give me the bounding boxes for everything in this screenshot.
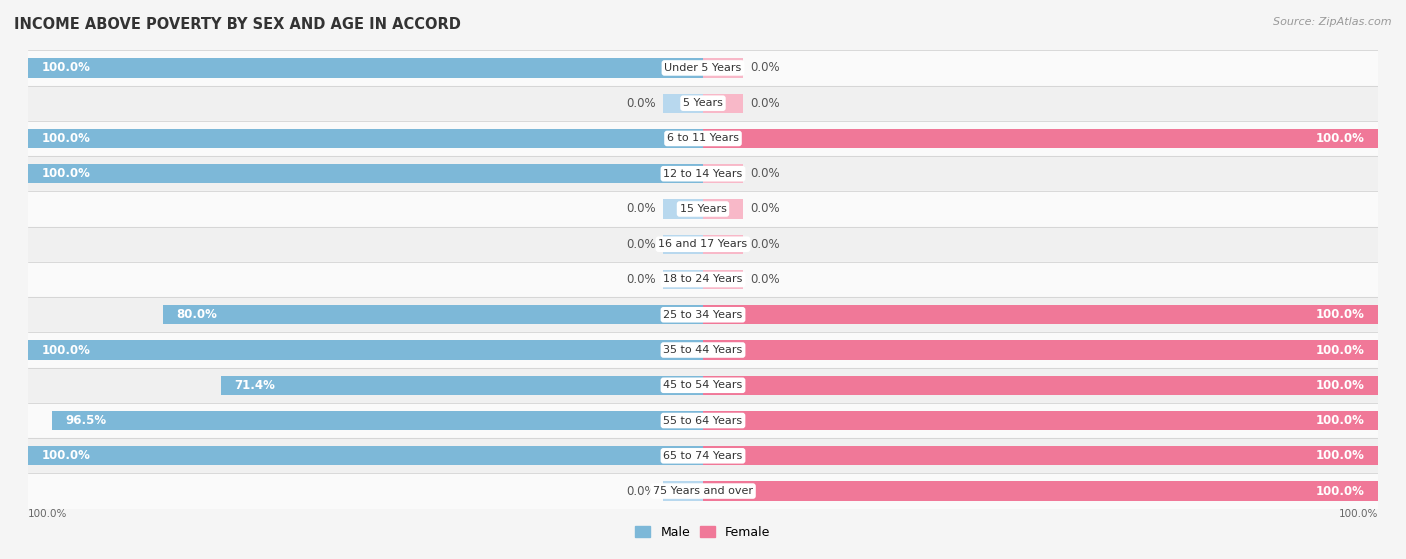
- Bar: [703, 305, 744, 324]
- Text: 0.0%: 0.0%: [626, 202, 655, 215]
- Bar: [703, 340, 1378, 360]
- Bar: [28, 333, 1378, 368]
- Bar: [28, 368, 1378, 403]
- Text: 100.0%: 100.0%: [1316, 308, 1364, 321]
- Text: 100.0%: 100.0%: [1339, 509, 1378, 519]
- Bar: [28, 58, 703, 78]
- Text: 0.0%: 0.0%: [751, 61, 780, 74]
- Text: 0.0%: 0.0%: [626, 273, 655, 286]
- Bar: [662, 305, 703, 324]
- Text: 100.0%: 100.0%: [1316, 379, 1364, 392]
- Text: 100.0%: 100.0%: [1316, 132, 1364, 145]
- Bar: [662, 199, 703, 219]
- Bar: [662, 481, 703, 501]
- Text: 0.0%: 0.0%: [626, 485, 655, 498]
- Text: 96.5%: 96.5%: [65, 414, 107, 427]
- Text: 0.0%: 0.0%: [751, 167, 780, 180]
- Bar: [703, 376, 1378, 395]
- Bar: [28, 164, 703, 183]
- Bar: [28, 403, 1378, 438]
- Bar: [703, 129, 1378, 148]
- Bar: [28, 297, 1378, 333]
- Bar: [703, 58, 744, 78]
- Text: 5 Years: 5 Years: [683, 98, 723, 108]
- Text: 100.0%: 100.0%: [1316, 344, 1364, 357]
- Text: 0.0%: 0.0%: [626, 97, 655, 110]
- Bar: [703, 446, 1378, 466]
- Bar: [703, 376, 744, 395]
- Bar: [662, 340, 703, 360]
- Text: 100.0%: 100.0%: [42, 344, 90, 357]
- Text: 0.0%: 0.0%: [751, 97, 780, 110]
- Text: 16 and 17 Years: 16 and 17 Years: [658, 239, 748, 249]
- Text: 12 to 14 Years: 12 to 14 Years: [664, 169, 742, 179]
- Text: 0.0%: 0.0%: [751, 238, 780, 251]
- Text: 100.0%: 100.0%: [1316, 485, 1364, 498]
- Bar: [662, 411, 703, 430]
- Text: 25 to 34 Years: 25 to 34 Years: [664, 310, 742, 320]
- Text: 100.0%: 100.0%: [1316, 414, 1364, 427]
- Text: Source: ZipAtlas.com: Source: ZipAtlas.com: [1274, 17, 1392, 27]
- Bar: [703, 164, 744, 183]
- Bar: [662, 129, 703, 148]
- Bar: [703, 235, 744, 254]
- Bar: [163, 305, 703, 324]
- Text: 35 to 44 Years: 35 to 44 Years: [664, 345, 742, 355]
- Bar: [703, 199, 744, 219]
- Bar: [703, 411, 744, 430]
- Bar: [52, 411, 703, 430]
- Bar: [28, 340, 703, 360]
- Text: 71.4%: 71.4%: [235, 379, 276, 392]
- Text: 0.0%: 0.0%: [751, 202, 780, 215]
- Bar: [28, 121, 1378, 156]
- Bar: [703, 93, 744, 113]
- Text: 15 Years: 15 Years: [679, 204, 727, 214]
- Bar: [703, 481, 1378, 501]
- Bar: [662, 376, 703, 395]
- Text: 100.0%: 100.0%: [42, 449, 90, 462]
- Bar: [703, 129, 744, 148]
- Text: 0.0%: 0.0%: [626, 238, 655, 251]
- Bar: [662, 235, 703, 254]
- Text: 65 to 74 Years: 65 to 74 Years: [664, 451, 742, 461]
- Bar: [221, 376, 703, 395]
- Bar: [703, 305, 1378, 324]
- Bar: [28, 156, 1378, 191]
- Text: 100.0%: 100.0%: [42, 132, 90, 145]
- Text: 100.0%: 100.0%: [42, 61, 90, 74]
- Bar: [28, 446, 703, 466]
- Text: 45 to 54 Years: 45 to 54 Years: [664, 380, 742, 390]
- Text: 18 to 24 Years: 18 to 24 Years: [664, 274, 742, 285]
- Bar: [28, 50, 1378, 86]
- Legend: Male, Female: Male, Female: [630, 520, 776, 544]
- Bar: [28, 86, 1378, 121]
- Bar: [28, 473, 1378, 509]
- Bar: [703, 411, 1378, 430]
- Text: 100.0%: 100.0%: [1316, 449, 1364, 462]
- Bar: [662, 58, 703, 78]
- Bar: [28, 438, 1378, 473]
- Bar: [703, 340, 744, 360]
- Bar: [662, 93, 703, 113]
- Bar: [662, 446, 703, 466]
- Text: 0.0%: 0.0%: [751, 273, 780, 286]
- Text: 80.0%: 80.0%: [177, 308, 218, 321]
- Text: 55 to 64 Years: 55 to 64 Years: [664, 415, 742, 425]
- Text: 100.0%: 100.0%: [28, 509, 67, 519]
- Bar: [28, 191, 1378, 226]
- Text: INCOME ABOVE POVERTY BY SEX AND AGE IN ACCORD: INCOME ABOVE POVERTY BY SEX AND AGE IN A…: [14, 17, 461, 32]
- Bar: [28, 262, 1378, 297]
- Bar: [703, 270, 744, 289]
- Text: 6 to 11 Years: 6 to 11 Years: [666, 134, 740, 144]
- Bar: [703, 481, 744, 501]
- Text: 75 Years and over: 75 Years and over: [652, 486, 754, 496]
- Text: 100.0%: 100.0%: [42, 167, 90, 180]
- Bar: [28, 129, 703, 148]
- Bar: [28, 226, 1378, 262]
- Bar: [703, 446, 744, 466]
- Bar: [662, 270, 703, 289]
- Bar: [662, 164, 703, 183]
- Text: Under 5 Years: Under 5 Years: [665, 63, 741, 73]
